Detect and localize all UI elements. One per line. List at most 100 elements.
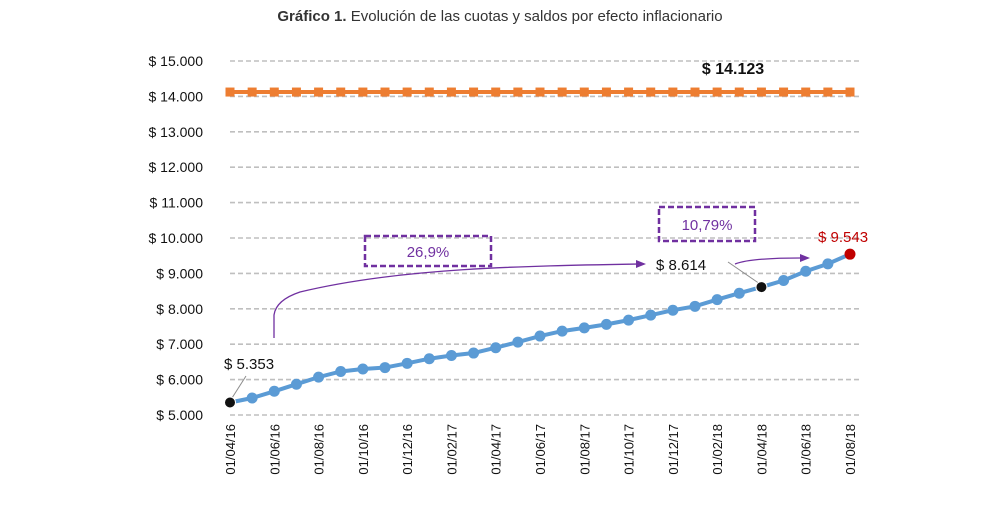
series-point	[246, 392, 258, 404]
x-tick-label: 01/10/17	[622, 424, 637, 475]
series-point	[734, 87, 744, 97]
top-value-label: $ 14.123	[702, 61, 764, 78]
series-point	[380, 87, 390, 97]
pct-second-label: 10,79%	[682, 217, 733, 234]
series-point	[623, 314, 635, 326]
series-point	[800, 265, 812, 277]
y-tick-label: $ 9.000	[156, 265, 203, 281]
series-point	[446, 87, 456, 97]
x-tick-label: 01/02/17	[444, 424, 459, 475]
x-tick-label: 01/04/18	[754, 424, 769, 475]
end-value-label: $ 9.543	[818, 229, 868, 246]
x-tick-label: 01/02/18	[710, 424, 725, 475]
series-point	[801, 87, 811, 97]
series-point	[535, 87, 545, 97]
y-tick-label: $ 6.000	[156, 372, 203, 388]
series-point	[779, 87, 789, 97]
series-point	[314, 87, 324, 97]
growth-arrow-first	[273, 263, 641, 338]
x-tick-label: 01/10/16	[356, 424, 371, 475]
x-tick-label: 01/08/17	[577, 424, 592, 475]
pct-first-box	[363, 234, 493, 268]
series-point	[424, 87, 434, 97]
y-tick-label: $ 8.000	[156, 301, 203, 317]
series-point	[689, 300, 701, 312]
annotations: 26,9% 10,79% $ 14.123 $ 5.353 $ 8.614 $ …	[224, 61, 868, 373]
growth-arrowhead-second	[800, 254, 810, 262]
series-point	[445, 350, 457, 362]
y-tick-label: $ 5.000	[156, 407, 203, 423]
y-tick-label: $ 15.000	[149, 53, 204, 69]
x-tick-label: 01/04/17	[489, 424, 504, 475]
series-point	[756, 87, 766, 97]
series-point	[711, 294, 723, 306]
series-point	[844, 248, 856, 260]
x-tick-label: 01/06/17	[533, 424, 548, 475]
y-tick-label: $ 12.000	[149, 159, 204, 175]
series-point	[402, 87, 412, 97]
series-point	[645, 309, 657, 321]
pct-first-label: 26,9%	[407, 244, 450, 261]
series-point	[469, 87, 479, 97]
series-point	[601, 87, 611, 97]
series-point	[600, 318, 612, 330]
leader-start	[231, 375, 247, 399]
chart-title-rest: Evolución de las cuotas y saldos por efe…	[346, 8, 723, 25]
series-point	[534, 330, 546, 342]
x-tick-label: 01/08/16	[312, 424, 327, 475]
y-tick-label: $ 13.000	[149, 124, 204, 140]
series-point	[823, 87, 833, 97]
series-point	[733, 287, 745, 299]
series-layer	[224, 87, 856, 409]
series-point	[557, 87, 567, 97]
series-point	[335, 365, 347, 377]
series-point	[225, 87, 235, 97]
series-point	[224, 396, 236, 409]
y-tick-label: $ 10.000	[149, 230, 204, 246]
mid-value-label: $ 8.614	[656, 257, 706, 274]
series-point	[512, 336, 524, 348]
y-tick-label: $ 14.000	[149, 88, 204, 104]
y-axis-ticks: $ 5.000 $ 6.000 $ 7.000 $ 8.000 $ 9.000 $ 10.…	[149, 53, 204, 423]
y-tick-label: $ 11.000	[150, 195, 204, 211]
series-point	[336, 87, 346, 97]
series-point	[423, 353, 435, 365]
series-point	[358, 87, 368, 97]
series-point	[379, 362, 391, 374]
annotation-connectors	[231, 254, 810, 399]
chart-title: Gráfico 1. Evolución de las cuotas y sal…	[0, 8, 1000, 25]
series-point	[690, 87, 700, 97]
x-tick-label: 01/06/16	[267, 424, 282, 475]
series-point	[491, 87, 501, 97]
y-tick-label: $ 7.000	[156, 336, 203, 352]
series-point	[579, 87, 589, 97]
series-point	[268, 385, 280, 397]
series-point	[822, 258, 834, 270]
start-value-label: $ 5.353	[224, 356, 274, 373]
x-tick-label: 01/12/17	[666, 424, 681, 475]
x-tick-label: 01/12/16	[400, 424, 415, 475]
chart-title-bold: Gráfico 1.	[277, 8, 347, 25]
x-axis-ticks: 01/04/16 01/06/16 01/08/16 01/10/16 01/12/16…	[223, 424, 858, 475]
x-tick-label: 01/04/16	[223, 424, 238, 475]
series-point	[578, 322, 590, 334]
series-point	[668, 87, 678, 97]
series-point	[624, 87, 634, 97]
series-point	[468, 347, 480, 359]
series-point	[778, 274, 790, 286]
series-point	[845, 87, 855, 97]
series-point	[513, 87, 523, 97]
pct-second-box	[657, 205, 757, 243]
series-point	[712, 87, 722, 97]
series-point	[247, 87, 257, 97]
series-point	[313, 371, 325, 383]
series-point	[291, 87, 301, 97]
series-point	[755, 281, 768, 294]
x-tick-label: 01/08/18	[843, 424, 858, 475]
x-tick-label: 01/06/18	[799, 424, 814, 475]
grid-lines	[230, 60, 862, 416]
series-point	[556, 325, 568, 337]
series-point	[290, 378, 302, 390]
series-point	[357, 363, 369, 375]
